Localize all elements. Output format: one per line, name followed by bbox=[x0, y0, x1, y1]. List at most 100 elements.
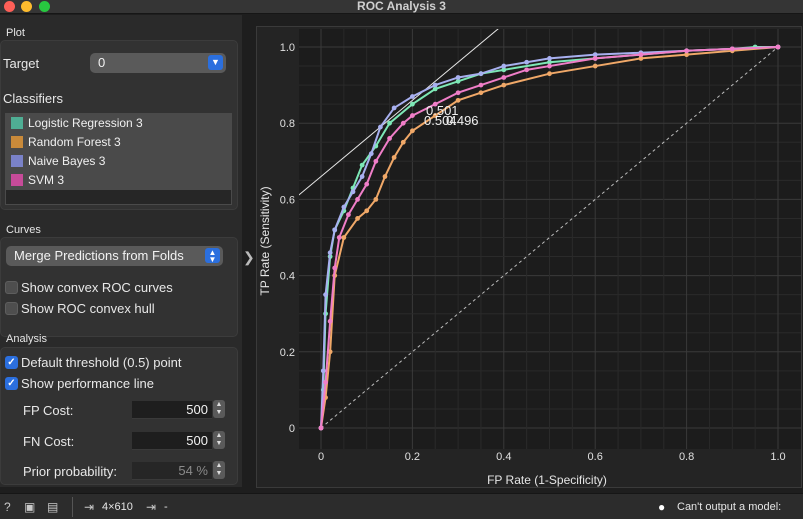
roc-point bbox=[382, 174, 388, 179]
report-icon[interactable]: ▤ bbox=[47, 500, 59, 514]
threshold-label: 0.501 bbox=[426, 103, 459, 118]
fp-cost-stepper[interactable]: ▲ ▼ bbox=[213, 400, 225, 418]
x-tick-label: 0.2 bbox=[405, 451, 420, 463]
series-group bbox=[299, 29, 781, 431]
y-tick-label: 0 bbox=[289, 423, 295, 435]
classifiers-list[interactable]: Logistic Regression 3 Random Forest 3 Na… bbox=[5, 113, 232, 205]
output-value: - bbox=[164, 501, 168, 513]
roc-chart: 0 0.2 0.4 0.6 0.8 1.0 0 0.2 0.4 0.6 0.8 1.0 0.501 0… bbox=[258, 29, 801, 487]
roc-point bbox=[455, 97, 461, 103]
color-swatch bbox=[11, 155, 23, 167]
roc-point bbox=[364, 181, 370, 187]
roc-point bbox=[501, 67, 507, 73]
classifier-item[interactable]: Naive Bayes 3 bbox=[6, 152, 231, 171]
prior-probability-input[interactable]: 54 % bbox=[132, 462, 212, 480]
roc-point bbox=[359, 162, 365, 168]
roc-point bbox=[455, 75, 461, 80]
roc-point bbox=[547, 63, 552, 69]
threshold-checkbox[interactable]: ✓ bbox=[5, 356, 18, 369]
y-axis-label: TP Rate (Sensitivity) bbox=[258, 186, 272, 295]
performance-line-checkbox[interactable]: ✓ bbox=[5, 377, 18, 390]
roc-point bbox=[410, 113, 415, 118]
roc-point bbox=[387, 136, 392, 141]
classifier-item[interactable]: SVM 3 bbox=[6, 171, 231, 190]
roc-point bbox=[387, 120, 392, 126]
curves-mode-select[interactable]: Merge Predictions from Folds ▲ ▼ bbox=[6, 246, 223, 266]
threshold-label: 0.496 bbox=[446, 113, 479, 128]
convex-curves-checkbox[interactable] bbox=[5, 281, 18, 294]
minimize-window-button[interactable] bbox=[21, 1, 32, 12]
save-icon[interactable]: ▣ bbox=[24, 500, 36, 514]
fp-cost-input[interactable]: 500 bbox=[132, 401, 212, 419]
threshold-labels: 0.501 0.504 0.496 bbox=[424, 103, 479, 128]
roc-point bbox=[391, 155, 397, 160]
roc-point bbox=[336, 235, 342, 240]
roc-point bbox=[455, 90, 461, 96]
roc-point bbox=[410, 128, 415, 134]
data-shape: 4×610 bbox=[102, 501, 133, 513]
analysis-section-box: ✓ Default threshold (0.5) point ✓ Show p… bbox=[0, 347, 238, 485]
classifier-item[interactable]: Random Forest 3 bbox=[6, 133, 231, 152]
status-separator bbox=[72, 497, 73, 517]
classifier-label: SVM 3 bbox=[28, 173, 65, 187]
roc-point bbox=[638, 52, 644, 58]
roc-point bbox=[592, 56, 598, 61]
roc-point bbox=[341, 235, 347, 240]
grid bbox=[299, 29, 801, 449]
roc-point bbox=[432, 113, 438, 118]
roc-point bbox=[524, 59, 530, 65]
roc-point bbox=[368, 151, 374, 157]
roc-point bbox=[501, 63, 507, 69]
roc-point bbox=[684, 52, 689, 58]
roc-plot-area[interactable]: 0 0.2 0.4 0.6 0.8 1.0 0 0.2 0.4 0.6 0.8 1.0 0.501 0… bbox=[256, 26, 802, 488]
roc-point bbox=[478, 71, 484, 77]
x-tick-label: 0.6 bbox=[588, 451, 603, 463]
target-value: 0 bbox=[98, 55, 106, 70]
help-icon[interactable]: ? bbox=[4, 500, 11, 514]
y-tick-label: 0.8 bbox=[280, 118, 295, 130]
close-window-button[interactable] bbox=[4, 1, 15, 12]
classifier-item[interactable]: Logistic Regression 3 bbox=[6, 114, 231, 133]
roc-point bbox=[327, 318, 333, 324]
performance-line-label: Show performance line bbox=[21, 376, 154, 391]
target-select[interactable]: 0 ▼ bbox=[90, 53, 226, 73]
roc-point bbox=[355, 197, 360, 202]
roc-point bbox=[478, 90, 484, 96]
roc-point bbox=[350, 189, 356, 195]
prior-probability-stepper[interactable]: ▲ ▼ bbox=[213, 461, 225, 479]
curves-section-title: Curves bbox=[6, 224, 41, 236]
roc-point bbox=[323, 292, 328, 298]
fn-cost-input[interactable]: 500 bbox=[132, 432, 212, 450]
prior-probability-label: Prior probability: bbox=[23, 464, 117, 479]
classifier-label: Random Forest 3 bbox=[28, 135, 121, 149]
threshold-label: Default threshold (0.5) point bbox=[21, 355, 182, 370]
roc-point bbox=[391, 105, 397, 111]
input-icon: ⇥ bbox=[84, 500, 95, 514]
classifiers-label: Classifiers bbox=[3, 91, 63, 106]
plot-section-box: Target 0 ▼ Classifiers Logistic Regressi… bbox=[0, 40, 238, 210]
status-message: Can't output a model: bbox=[677, 501, 782, 513]
collapse-panel-icon[interactable]: ❯ bbox=[243, 249, 255, 265]
convex-hull-checkbox[interactable] bbox=[5, 302, 18, 315]
performance-line bbox=[299, 29, 499, 196]
roc-point bbox=[455, 78, 461, 84]
roc-point bbox=[432, 82, 438, 88]
roc-point bbox=[320, 368, 326, 374]
roc-point bbox=[547, 71, 552, 77]
roc-point bbox=[318, 425, 324, 431]
curves-section-box: Merge Predictions from Folds ▲ ▼ Show con… bbox=[0, 237, 238, 337]
roc-point bbox=[378, 124, 383, 130]
roc-point bbox=[501, 82, 507, 88]
y-tick-label: 1.0 bbox=[280, 42, 295, 54]
fn-cost-stepper[interactable]: ▲ ▼ bbox=[213, 431, 225, 449]
axes: 0 0.2 0.4 0.6 0.8 1.0 0 0.2 0.4 0.6 0.8 1.0 bbox=[280, 42, 786, 463]
window-title: ROC Analysis 3 bbox=[357, 0, 446, 13]
roc-point bbox=[400, 120, 406, 126]
status-bar: ? ▣ ▤ ⇥ 4×610 ⇥ - ● Can't output a model… bbox=[0, 493, 803, 519]
x-tick-label: 1.0 bbox=[770, 451, 785, 463]
maximize-window-button[interactable] bbox=[39, 1, 50, 12]
title-bar: ROC Analysis 3 bbox=[0, 0, 803, 14]
roc-point bbox=[684, 48, 689, 54]
roc-point bbox=[332, 265, 338, 271]
roc-point bbox=[478, 82, 484, 88]
